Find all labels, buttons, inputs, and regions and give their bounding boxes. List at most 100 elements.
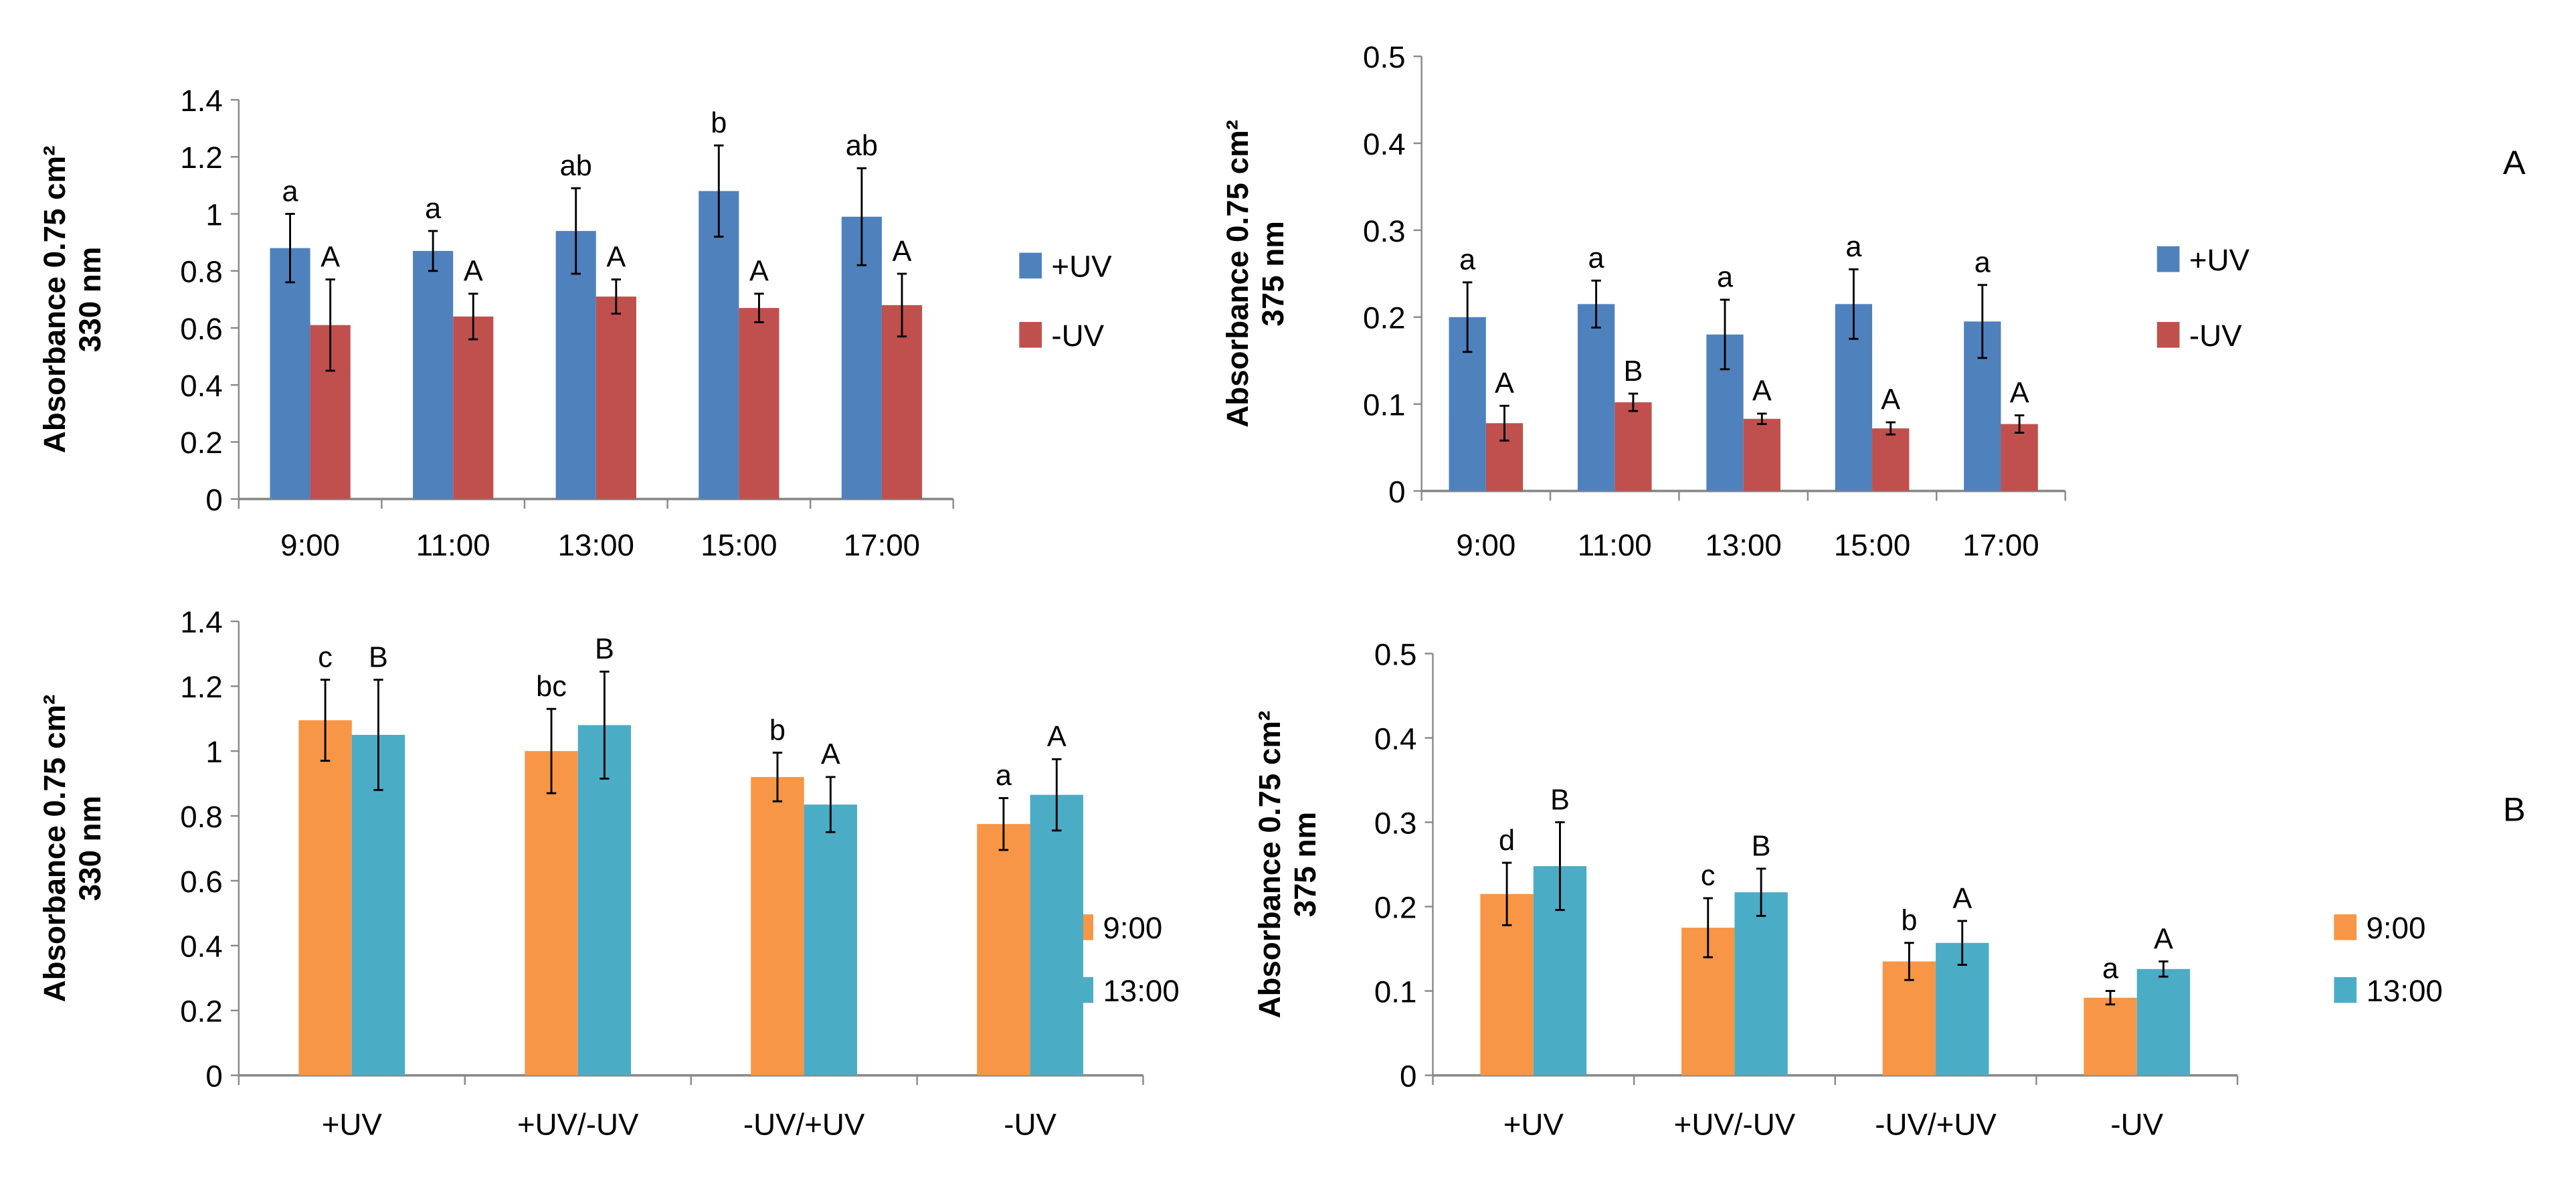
x-tick-label: +UV/-UV <box>517 1108 639 1142</box>
legend-label: 13:00 <box>2366 974 2442 1008</box>
x-tick-label: 13:00 <box>1705 528 1781 562</box>
x-tick-label: 17:00 <box>1962 528 2039 562</box>
y-tick-label: 0.8 <box>180 800 223 834</box>
bar <box>1872 428 1910 491</box>
significance-letter: A <box>1495 367 1514 400</box>
x-tick-label: -UV <box>1004 1108 1056 1142</box>
bar <box>298 720 352 1076</box>
y-tick-label: 0 <box>1400 1059 1416 1093</box>
y-tick-label: 0.2 <box>180 995 223 1029</box>
significance-letter: A <box>1952 883 1972 915</box>
x-tick-label: 11:00 <box>416 528 490 562</box>
panel-label-a: A <box>2503 143 2526 181</box>
significance-letter: A <box>2154 923 2173 955</box>
bar <box>804 804 858 1076</box>
significance-letter: a <box>2102 952 2119 985</box>
y-tick-label: 0.1 <box>1374 974 1417 1009</box>
y-tick-label: 0.4 <box>180 930 223 964</box>
legend-swatch <box>2156 322 2180 348</box>
legend-swatch <box>1019 252 1042 279</box>
significance-letter: b <box>711 107 727 139</box>
y-tick-label: 0.6 <box>180 865 223 899</box>
significance-letter: A <box>821 739 840 771</box>
legend-label: +UV <box>2189 243 2250 277</box>
bar <box>2084 997 2137 1076</box>
x-tick-label: 17:00 <box>844 528 920 562</box>
y-tick-label: 0.4 <box>1363 127 1406 161</box>
significance-letter: a <box>1974 247 1991 279</box>
y-tick-label: 0.4 <box>180 369 223 403</box>
significance-letter: bc <box>536 671 567 703</box>
y-tick-label: 0.1 <box>1363 388 1406 422</box>
legend-label: -UV <box>1051 319 1104 353</box>
y-tick-label: 1.2 <box>180 670 223 704</box>
legend-swatch <box>1019 322 1042 348</box>
significance-letter: A <box>2010 377 2029 409</box>
x-tick-label: -UV/+UV <box>1875 1108 1997 1142</box>
y-tick-label: 0 <box>1388 475 1405 509</box>
significance-letter: B <box>1623 355 1643 388</box>
bar <box>977 824 1030 1076</box>
y-tick-label: 0.5 <box>1363 40 1406 74</box>
significance-letter: a <box>282 175 299 207</box>
legend-swatch <box>1071 977 1093 1003</box>
x-tick-label: 15:00 <box>701 528 777 562</box>
significance-letter: a <box>1588 242 1605 274</box>
x-tick-label: 9:00 <box>1456 528 1515 562</box>
significance-letter: ab <box>846 130 878 162</box>
bar <box>270 248 310 499</box>
x-tick-label: 9:00 <box>280 528 340 562</box>
x-tick-label: -UV/+UV <box>743 1108 865 1142</box>
y-tick-label: 0.2 <box>1374 890 1417 924</box>
bar <box>1030 794 1083 1076</box>
bar <box>555 231 596 499</box>
significance-letter: A <box>1047 721 1067 753</box>
y-tick-label: 0 <box>205 483 222 517</box>
significance-letter: c <box>318 641 333 673</box>
significance-letter: a <box>1459 244 1476 276</box>
x-tick-label: 15:00 <box>1834 528 1910 562</box>
legend-swatch <box>2334 977 2357 1003</box>
x-tick-label: 13:00 <box>558 528 634 562</box>
significance-letter: B <box>595 633 614 665</box>
x-tick-label: -UV <box>2110 1108 2163 1142</box>
y-axis-label-unit: 330 nm <box>73 796 107 901</box>
panel-label-b: B <box>2503 790 2526 829</box>
bar <box>1743 418 1780 491</box>
y-axis-label-unit: 375 nm <box>1256 221 1290 326</box>
significance-letter: A <box>1752 375 1772 408</box>
y-tick-label: 1.4 <box>180 84 223 118</box>
bar <box>525 751 578 1076</box>
bar <box>413 250 454 499</box>
y-tick-label: 0.6 <box>180 312 223 346</box>
y-axis-label: Absorbance 0.75 cm² <box>37 146 72 454</box>
bar <box>577 725 632 1076</box>
legend-label: 9:00 <box>1103 911 1162 945</box>
bar <box>595 296 636 499</box>
y-axis-label: Absorbance 0.75 cm² <box>1253 711 1287 1019</box>
legend-label: -UV <box>2189 319 2242 353</box>
significance-letter: a <box>996 760 1012 792</box>
y-tick-label: 0 <box>205 1059 222 1093</box>
y-tick-label: 0.3 <box>1363 214 1406 248</box>
legend-label: 9:00 <box>2366 911 2425 945</box>
bar <box>1577 304 1615 491</box>
y-tick-label: 0.5 <box>1374 637 1417 671</box>
significance-letter: A <box>749 256 769 288</box>
bar <box>2001 424 2038 491</box>
y-axis-label: Absorbance 0.75 cm² <box>37 695 72 1003</box>
y-tick-label: 1 <box>205 735 222 769</box>
y-axis-label: Absorbance 0.75 cm² <box>1220 120 1255 428</box>
bar <box>1734 892 1788 1076</box>
bar <box>453 316 494 499</box>
significance-letter: A <box>464 256 483 288</box>
significance-letter: a <box>425 193 442 225</box>
significance-letter: A <box>893 236 912 268</box>
legend-label: +UV <box>1051 250 1112 284</box>
significance-letter: B <box>369 641 388 673</box>
x-tick-label: 11:00 <box>1578 528 1652 562</box>
legend-swatch <box>2156 246 2180 272</box>
significance-letter: B <box>1752 831 1771 863</box>
bar <box>739 308 779 499</box>
